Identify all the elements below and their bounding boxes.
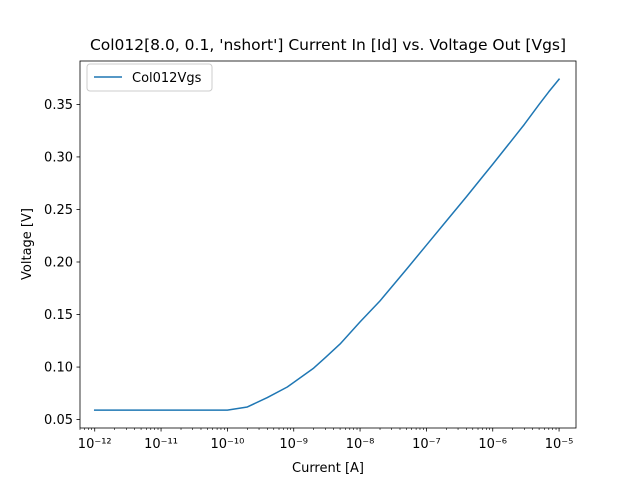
- plot-area: [79, 60, 577, 429]
- plot-frame: [79, 60, 577, 429]
- y-tick-label: 0.30: [44, 150, 73, 165]
- legend-label: Col012Vgs: [132, 71, 202, 86]
- series-line: [93, 78, 561, 411]
- y-tick-label: 0.25: [44, 203, 73, 218]
- x-tick-label: 10⁻⁷: [412, 437, 441, 452]
- x-axis-label: Current [A]: [292, 461, 364, 476]
- x-tick-label: 10⁻¹²: [78, 437, 112, 452]
- series-layer: [93, 78, 561, 411]
- x-tick-label: 10⁻⁸: [346, 437, 375, 452]
- y-tick-label: 0.10: [44, 361, 73, 376]
- y-tick-label: 0.05: [44, 413, 73, 428]
- y-tick-label: 0.20: [44, 255, 73, 270]
- y-axis: 0.05 0.10 0.15 0.20 0.25 0.30 0.35: [44, 98, 80, 428]
- x-tick-label: 10⁻¹⁰: [210, 437, 244, 452]
- x-tick-label: 10⁻⁶: [478, 437, 507, 452]
- legend-box: [86, 63, 213, 92]
- x-tick-label: 10⁻⁵: [545, 437, 574, 452]
- legend: Col012Vgs: [86, 63, 213, 92]
- chart-title: Col012[8.0, 0.1, 'nshort'] Current In [I…: [90, 36, 566, 54]
- y-axis-label: Voltage [V]: [20, 208, 35, 280]
- y-tick-label: 0.15: [44, 308, 73, 323]
- x-tick-label: 10⁻¹¹: [144, 437, 178, 452]
- x-tick-label: 10⁻⁹: [279, 437, 308, 452]
- x-axis: 10⁻¹² 10⁻¹¹ 10⁻¹⁰ 10⁻⁹ 10⁻⁸ 10⁻⁷ 10⁻⁶ 10⁻⁵: [78, 428, 574, 452]
- y-tick-label: 0.35: [44, 98, 73, 113]
